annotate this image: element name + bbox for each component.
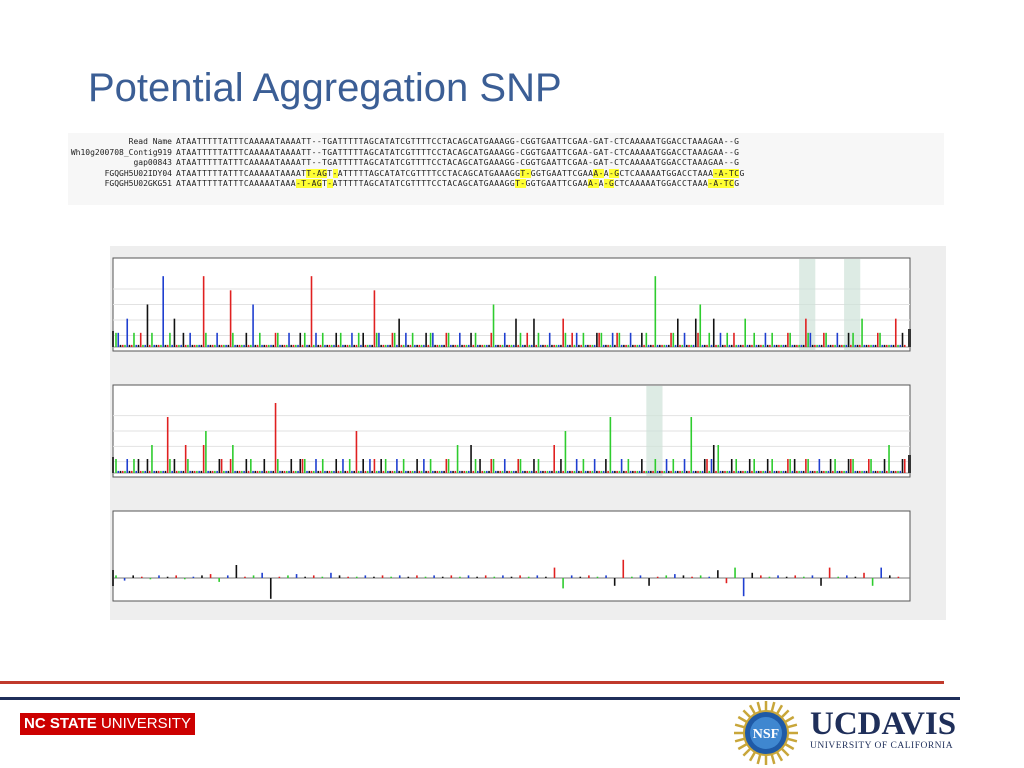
alignment-segment: GGTGAATTCGAA [530, 168, 594, 178]
alignment-variant-segment: - [327, 179, 333, 188]
alignment-variant-segment: -G [609, 168, 620, 178]
alignment-segment: GGTGAATTCGAA [525, 179, 589, 188]
alignment-variant-segment: A- [593, 168, 604, 178]
alignment-sequence: ATAATTTTTATTTCAAAAATAAAATT-AGT-ATTTTTAGC… [176, 168, 745, 179]
alignment-segment: ATTTTTAGCATATCGTTTTCCTACAGCATGAAAGG [332, 179, 516, 188]
alignment-segment: CTCAAAAATGGACCTAAA [614, 179, 709, 188]
uc-davis-logo-sub: UNIVERSITY OF CALIFORNIA [810, 741, 954, 751]
alignment-variant-segment: - [332, 168, 338, 178]
alignment-sequence: ATAATTTTTATTTCAAAAATAAAATT--TGATTTTTAGCA… [176, 148, 739, 158]
alignment-variant-segment: A- [588, 179, 599, 188]
alignment-segment: G [739, 168, 745, 178]
alignment-segment: ATAATTTTTATTTCAAAAATAAA [176, 179, 296, 188]
alignment-sequence: ATAATTTTTATTTCAAAAATAAAATT--TGATTTTTAGCA… [176, 158, 739, 168]
flowgram-shaded-column [646, 386, 663, 476]
alignment-segment: ATTTTTAGCATATCGTTTTCCTACAGCATGAAAGG [337, 168, 521, 178]
alignment-segment: A [603, 168, 610, 178]
uc-davis-logo-main: UCDAVIS [810, 706, 957, 742]
footer-red-rule [0, 681, 944, 684]
flowgram-chart [112, 510, 911, 602]
alignment-read-name: FGQGH5U02IDY04 [104, 168, 172, 178]
flowgram-shaded-column [844, 259, 861, 350]
alignment-segment: ATAATTTTTATTTCAAAAATAAAAT [176, 168, 307, 178]
alignment-read-name: Read Name [128, 137, 172, 146]
alignment-segment: ATAATTTTTATTTCAAAAATAAAATT--TGATTTTTAGCA… [176, 158, 740, 167]
alignment-read-name: gap00843 [133, 158, 172, 167]
nsf-seal-text: NSF [753, 727, 779, 742]
alignment-segment: T [322, 179, 328, 188]
alignment-segment: ATAATTTTTATTTCAAAAATAAAATT--TGATTTTTAGCA… [176, 147, 740, 157]
alignment-variant-segment: -T-AG [295, 179, 323, 188]
nc-state-logo-bold: NC STATE [24, 715, 97, 732]
alignment-variant-segment: T- [520, 168, 531, 178]
flowgram-start-marker [112, 570, 114, 586]
flowgram-charts [112, 257, 911, 602]
alignment-variant-segment: -A-TC [708, 179, 735, 188]
flowgram-start-marker [112, 331, 114, 347]
alignment-variant-segment: -G [603, 179, 615, 188]
alignment-read-name: Wh10g200708_Contig919 [70, 147, 172, 157]
flowgram-start-marker [112, 457, 114, 473]
alignment-segment: CTCAAAAATGGACCTAAA [619, 168, 714, 178]
slide-title: Potential Aggregation SNP [88, 66, 562, 110]
alignment-read-name: FGQGH5U02GKG51 [104, 179, 172, 188]
alignment-segment: T [327, 168, 333, 178]
alignment-segment: A [598, 179, 604, 188]
alignment-variant-segment: T-AG [306, 168, 328, 178]
alignment-segment: G [734, 179, 740, 188]
alignment-variant-segment: T- [515, 179, 526, 188]
flowgram-end-marker [908, 455, 911, 473]
flowgram-chart [112, 257, 911, 352]
flowgram-shaded-column [799, 259, 816, 350]
alignment-sequence: ATAATTTTTATTTCAAAAATAAAATT--TGATTTTTAGCA… [176, 137, 739, 147]
sequence-alignment: Read Name ATAATTTTTATTTCAAAAATAAAATT--TGA… [68, 133, 944, 205]
footer-blue-rule [0, 697, 960, 700]
uc-davis-logo: UCDAVIS UNIVERSITY OF CALIFORNIA [810, 708, 956, 752]
flowgram-chart [112, 384, 911, 478]
flowgram-end-marker [908, 329, 911, 347]
flowgram-frame [112, 510, 911, 602]
alignment-sequence: ATAATTTTTATTTCAAAAATAAA-T-AGT-ATTTTTAGCA… [176, 179, 739, 189]
nc-state-logo: NC STATE UNIVERSITY [20, 713, 195, 735]
nsf-seal-logo: NSF [734, 701, 798, 765]
alignment-segment: ATAATTTTTATTTCAAAAATAAAATT--TGATTTTTAGCA… [176, 137, 740, 146]
alignment-variant-segment: -A-TC [713, 168, 740, 178]
nc-state-logo-light: UNIVERSITY [96, 715, 191, 732]
